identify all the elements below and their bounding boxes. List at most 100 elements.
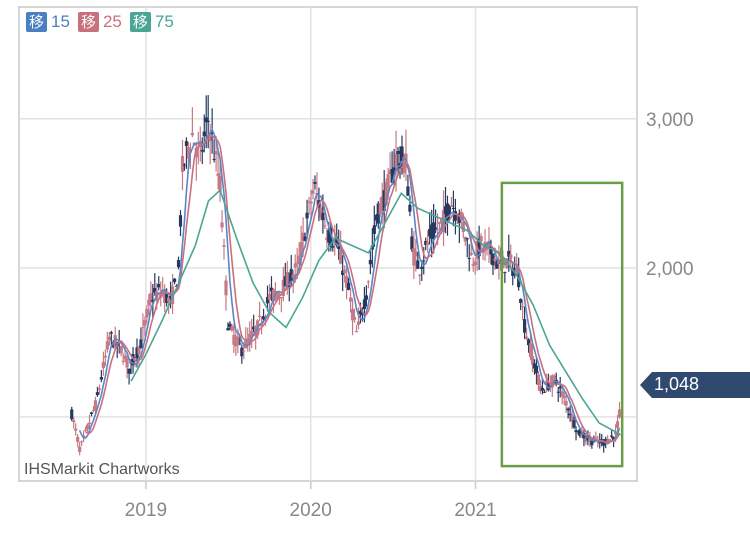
- candle-body: [515, 268, 519, 277]
- candle-body: [517, 274, 521, 288]
- candle-body: [372, 225, 376, 234]
- candle-body: [572, 420, 576, 428]
- candle-body: [350, 309, 355, 321]
- chart-legend: 移 15 移 25 移 75: [26, 12, 174, 32]
- candle-body: [560, 391, 564, 397]
- candle-body: [562, 395, 566, 399]
- candle-body: [178, 215, 183, 227]
- candle-body: [530, 356, 535, 365]
- candle-body: [578, 429, 582, 437]
- candle-body: [226, 328, 230, 331]
- candle-body: [400, 146, 404, 162]
- candle-body: [378, 203, 382, 215]
- x-tick-label: 2020: [290, 500, 332, 521]
- candle-body: [78, 446, 82, 452]
- candle-body: [167, 297, 171, 302]
- candle-body: [206, 120, 210, 123]
- candle-body: [103, 355, 107, 358]
- candle-body: [615, 421, 620, 428]
- candle-body: [151, 299, 155, 303]
- candle-body: [240, 347, 244, 357]
- candle-body: [463, 236, 467, 242]
- candle-body: [366, 281, 370, 283]
- candle-body: [343, 269, 347, 274]
- candle-body: [465, 238, 469, 240]
- candle-body: [321, 212, 325, 221]
- candle-body: [172, 278, 177, 283]
- candle-body: [513, 267, 517, 270]
- candle-body: [414, 251, 418, 257]
- legend-ma15-marker: 移: [26, 12, 48, 32]
- candle-body: [291, 274, 295, 278]
- last-price-tag: 1,048: [640, 372, 750, 398]
- candle-body: [617, 409, 622, 418]
- candle-body: [329, 228, 333, 246]
- candle-body: [511, 269, 515, 276]
- candle-body: [248, 333, 252, 345]
- candle-body: [263, 315, 268, 317]
- candle-body: [600, 439, 604, 441]
- chart-source-label: IHSMarkit Chartworks: [24, 461, 180, 478]
- legend-ma75-marker: 移: [129, 12, 151, 32]
- candle-body: [299, 241, 303, 258]
- candle-body: [473, 261, 477, 266]
- x-tick-label: 2019: [125, 500, 167, 521]
- candle-body: [261, 316, 266, 320]
- candle-body: [437, 221, 442, 224]
- candle-body: [426, 241, 430, 246]
- candle-body: [461, 222, 465, 232]
- candle-body: [364, 295, 368, 300]
- candle-body: [380, 196, 384, 208]
- candle-body: [356, 321, 361, 325]
- candle-body: [339, 249, 343, 264]
- y-tick-label: 3,000: [646, 110, 694, 131]
- candle-body: [200, 149, 204, 152]
- legend-ma25[interactable]: 移 25: [77, 12, 122, 32]
- candle-body: [467, 257, 471, 259]
- candle-body: [121, 360, 125, 362]
- candle-body: [210, 132, 214, 134]
- candle-body: [382, 190, 386, 212]
- candle-body: [99, 376, 103, 380]
- legend-ma15[interactable]: 移 15: [26, 12, 70, 32]
- candle-body: [194, 147, 198, 158]
- candle-body: [439, 218, 444, 223]
- candle-body: [360, 314, 365, 316]
- candle-body: [352, 316, 357, 320]
- candle-body: [252, 326, 256, 330]
- legend-ma75[interactable]: 移 75: [129, 12, 174, 32]
- candle-body: [610, 435, 614, 437]
- highlight-box: [500, 181, 624, 468]
- candle-body: [358, 310, 363, 315]
- candle-body: [345, 276, 349, 288]
- candle-body: [279, 297, 283, 299]
- candle-body: [101, 361, 105, 369]
- candle-body: [232, 334, 236, 345]
- candle-body: [127, 368, 131, 374]
- candle-body: [556, 391, 560, 393]
- candle-body: [590, 440, 594, 446]
- candle-body: [528, 343, 533, 358]
- candle-body: [236, 336, 240, 343]
- candle-body: [406, 186, 410, 196]
- candle-body: [394, 153, 398, 168]
- candle-body: [534, 365, 539, 374]
- candle-body: [611, 437, 616, 441]
- candle-body: [297, 255, 301, 265]
- candle-body: [228, 323, 232, 328]
- candle-body: [564, 400, 568, 406]
- candle-body: [70, 409, 74, 420]
- candle-body: [422, 260, 426, 262]
- candle-body: [509, 254, 513, 259]
- candle-body: [582, 432, 586, 439]
- candle-body: [354, 331, 359, 333]
- candle-body: [568, 413, 572, 416]
- candle-body: [271, 289, 276, 302]
- candle-body: [275, 292, 280, 300]
- candle-body: [388, 170, 392, 175]
- candle-body: [113, 335, 117, 348]
- candle-body: [558, 386, 562, 389]
- candle-body: [327, 229, 331, 243]
- candle-body: [477, 238, 481, 257]
